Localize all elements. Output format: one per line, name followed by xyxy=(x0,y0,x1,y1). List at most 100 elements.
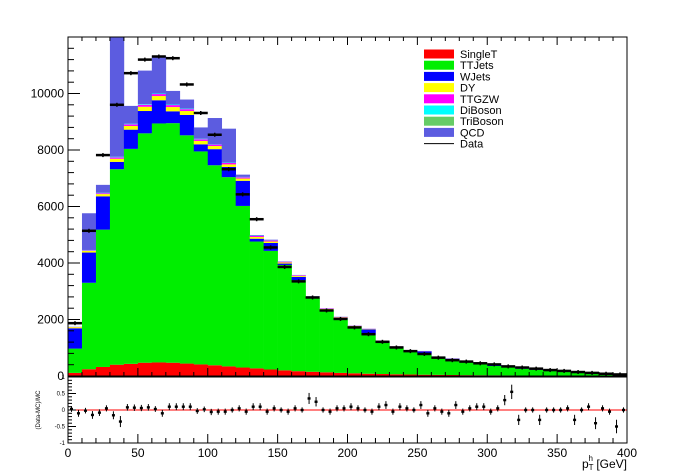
bar-singlet-bin-22 xyxy=(375,374,390,376)
bar-ttjets-bin-30 xyxy=(487,365,502,376)
bar-wjets-bin-3 xyxy=(109,161,125,170)
bar-singlet-bin-15 xyxy=(277,370,292,376)
bar-diboson-bin-8 xyxy=(179,108,195,110)
bar-singlet-bin-0 xyxy=(68,372,83,376)
bar-ttjets-bin-4 xyxy=(123,148,139,364)
bar-ttjets-bin-20 xyxy=(347,326,362,374)
legend-label-data: Data xyxy=(460,139,484,151)
bar-ttgzw-bin-12 xyxy=(235,177,250,179)
bar-dy-bin-14 xyxy=(263,241,278,243)
bar-ttjets-bin-22 xyxy=(375,341,390,375)
main-y-tick-label-2: 4000 xyxy=(37,256,64,270)
ratio-points xyxy=(69,384,626,434)
bar-qcd-bin-14 xyxy=(263,239,278,241)
main-y-tick-label-0: 0 xyxy=(57,369,64,383)
bar-singlet-bin-10 xyxy=(207,365,223,376)
bar-singlet-bin-6 xyxy=(151,362,167,376)
bar-ttjets-bin-24 xyxy=(403,351,418,375)
x-axis-title-p: p xyxy=(582,457,589,471)
bar-qcd-bin-10 xyxy=(207,118,223,145)
bar-ttjets-bin-15 xyxy=(277,264,292,371)
bar-ttgzw-bin-8 xyxy=(179,109,195,112)
bar-ttjets-bin-16 xyxy=(291,280,306,372)
main-y-tick-label-3: 6000 xyxy=(37,200,64,214)
x-tick-label-4: 200 xyxy=(337,446,357,460)
bar-singlet-bin-16 xyxy=(291,371,306,376)
bar-ttgzw-bin-15 xyxy=(277,261,292,263)
x-axis-title: pTh [GeV] xyxy=(582,454,627,472)
bar-wjets-bin-6 xyxy=(151,100,167,124)
bar-ttjets-bin-21 xyxy=(361,335,376,374)
bar-wjets-bin-9 xyxy=(193,144,209,152)
bar-ttjets-bin-1 xyxy=(81,282,97,370)
bar-singlet-bin-20 xyxy=(347,373,362,376)
bar-dy-bin-7 xyxy=(165,107,181,112)
bar-singlet-bin-7 xyxy=(165,362,181,376)
x-tick-label-5: 250 xyxy=(407,446,427,460)
bar-qcd-bin-7 xyxy=(165,90,181,105)
bar-singlet-bin-17 xyxy=(305,371,320,376)
x-tick-label-3: 150 xyxy=(268,446,288,460)
legend-swatch-ttjets xyxy=(424,60,454,70)
bar-wjets-bin-1 xyxy=(81,252,97,283)
bar-diboson-bin-6 xyxy=(151,93,167,95)
legend-swatch-wjets xyxy=(424,71,454,81)
bar-ttgzw-bin-14 xyxy=(263,240,278,242)
bar-diboson-bin-3 xyxy=(109,156,125,158)
legend-label-triboson: TriBoson xyxy=(460,116,504,128)
bar-singlet-bin-4 xyxy=(123,363,139,376)
bar-qcd-bin-13 xyxy=(249,235,264,236)
legend-label-qcd: QCD xyxy=(460,127,485,139)
bar-ttgzw-bin-3 xyxy=(109,157,125,159)
bar-dy-bin-9 xyxy=(193,140,209,145)
bar-qcd-bin-3 xyxy=(109,37,125,157)
bar-dy-bin-11 xyxy=(221,164,236,167)
bar-ttjets-bin-7 xyxy=(165,123,181,363)
bar-dy-bin-1 xyxy=(81,250,97,253)
bar-ttjets-bin-12 xyxy=(235,205,250,368)
x-axis-title-unit: [GeV] xyxy=(593,457,627,471)
main-y-tick-label-4: 8000 xyxy=(37,143,64,157)
bar-ttgzw-bin-4 xyxy=(123,124,139,126)
legend: SingleTTTJetsWJetsDYTTGZWDiBosonTriBoson… xyxy=(424,49,504,151)
bar-dy-bin-3 xyxy=(109,158,125,162)
bar-ttjets-bin-10 xyxy=(207,165,223,366)
bar-wjets-bin-8 xyxy=(179,114,195,136)
legend-label-dy: DY xyxy=(460,83,476,95)
bar-ttjets-bin-33 xyxy=(529,369,544,376)
x-tick-label-8: 400 xyxy=(617,446,637,460)
bar-dy-bin-6 xyxy=(151,96,167,101)
bar-ttgzw-bin-13 xyxy=(249,235,264,238)
ratio-y-tick-label-4: 1 xyxy=(62,375,66,381)
bar-ttjets-bin-0 xyxy=(68,348,83,373)
ratio-y-axis-title: (Data-MC)/MC xyxy=(36,390,42,430)
ratio-y-axis: -1 -0.5 0 0.5 1 xyxy=(55,375,76,447)
bar-qcd-bin-4 xyxy=(123,105,139,124)
bar-diboson-bin-5 xyxy=(137,104,153,105)
x-tick-label-2: 100 xyxy=(198,446,218,460)
bar-ttjets-bin-25 xyxy=(417,354,432,375)
bar-ttjets-bin-29 xyxy=(473,364,488,376)
bar-qcd-bin-5 xyxy=(137,70,153,105)
bar-ttjets-bin-6 xyxy=(151,123,167,363)
bar-singlet-bin-11 xyxy=(221,366,236,376)
ratio-y-tick-label-1: -0.5 xyxy=(55,425,66,431)
bar-ttgzw-bin-7 xyxy=(165,105,181,108)
bar-ttgzw-bin-11 xyxy=(221,162,236,165)
x-tick-label-7: 350 xyxy=(547,446,567,460)
legend-label-wjets: WJets xyxy=(460,71,491,83)
legend-swatch-triboson xyxy=(424,116,454,126)
ratio-y-tick-label-3: 0.5 xyxy=(57,392,66,398)
bar-ttgzw-bin-9 xyxy=(193,139,209,141)
bar-diboson-bin-9 xyxy=(193,138,209,140)
bar-dy-bin-15 xyxy=(277,262,292,264)
x-tick-label-6: 300 xyxy=(477,446,497,460)
bar-singlet-bin-2 xyxy=(95,366,111,376)
bar-ttjets-bin-14 xyxy=(263,250,278,370)
bar-ttjets-bin-9 xyxy=(193,151,209,365)
x-tick-label-1: 50 xyxy=(131,446,145,460)
bar-ttjets-bin-28 xyxy=(459,362,474,376)
legend-label-ttgzw: TTGZW xyxy=(460,94,500,106)
bar-wjets-bin-2 xyxy=(95,196,111,230)
